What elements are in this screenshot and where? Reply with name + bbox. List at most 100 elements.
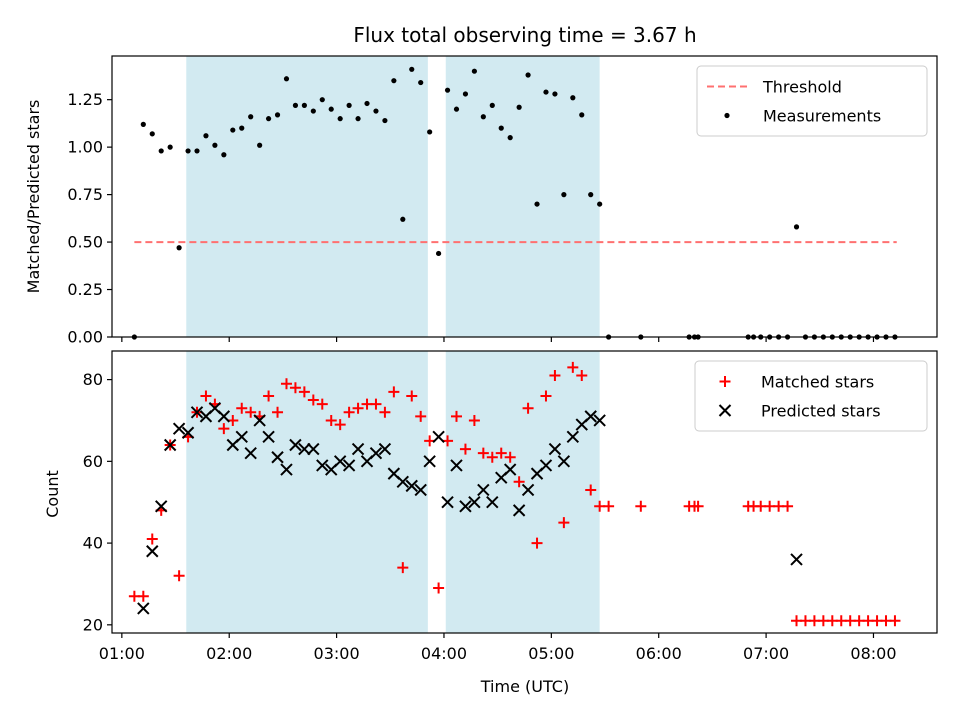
legend-label-matched-stars: Matched stars [761,373,874,392]
data-point [194,148,200,154]
data-point [292,102,299,108]
data-point [513,476,525,488]
data-point [558,517,570,529]
data-point [333,455,347,468]
axes-frame [111,350,938,634]
data-point [531,537,543,549]
x-tick-label: 01:00 [99,644,145,663]
legend: Threshold Measurements [696,65,928,137]
data-point [534,201,540,207]
data-point [289,382,301,394]
data-point [334,419,346,431]
data-point [248,114,254,120]
data-point [244,446,257,460]
x-tick-label: 06:00 [636,644,682,663]
data-point [567,361,579,373]
plot-panels: 0.00 0.25 0.50 0.75 1.00 1.25 Threshold Measure… [67,55,938,663]
data-point [486,451,498,463]
data-point [181,426,195,439]
panel-1: 0.00 0.25 0.50 0.75 1.00 1.25 Threshold Measure… [67,55,938,347]
data-point [468,496,481,509]
data-point [444,87,451,93]
data-point [585,484,597,496]
data-point [570,95,576,101]
data-point [433,582,445,594]
data-point [307,394,319,406]
data-point [272,406,284,418]
data-point [418,79,424,86]
y-tick-label: 0.25 [67,280,103,299]
data-point [271,451,284,464]
data-point [504,451,516,463]
data-point [525,72,531,78]
data-point [137,590,149,602]
data-point [236,402,248,414]
x-tick-label: 08:00 [850,644,896,663]
data-point [790,553,803,566]
data-point [263,390,275,402]
data-point [200,390,212,402]
data-point [146,533,158,545]
series-predicted-stars [137,402,803,615]
data-point [396,475,410,488]
data-point [364,100,370,107]
data-point [280,378,292,390]
x-tick-label: 02:00 [206,644,252,663]
data-point [486,496,499,509]
data-point [459,443,471,455]
data-point [146,545,159,558]
data-point [579,112,585,118]
panel-2: 20 40 60 80 01:00 02:00 03:00 04:00 05:00 06:00 07… [83,350,938,663]
data-point [516,104,522,110]
data-point [235,430,248,444]
data-point [782,500,794,512]
data-point [351,442,365,456]
shaded-region-2 [445,56,600,337]
data-point [283,76,290,82]
data-point [423,455,436,468]
data-point [540,390,552,402]
data-point [203,133,209,139]
data-point [346,102,352,108]
legend: Matched stars Predicted stars [694,360,928,432]
y-tick-label: 0.50 [67,233,103,252]
data-point [453,106,460,112]
y-tick-label: 80 [83,370,103,389]
x-tick-label: 07:00 [743,644,789,663]
data-point [257,142,263,148]
data-point [512,504,526,517]
x-tick-label: 05:00 [528,644,574,663]
x-tick-label: 03:00 [314,644,360,663]
data-point [409,66,415,72]
data-point [310,108,316,114]
data-point [391,78,397,84]
data-point [373,108,379,114]
data-point [280,463,293,476]
data-point [342,459,356,472]
legend-marker-predicted-stars [718,404,732,417]
data-point [468,414,480,426]
legend-label-threshold: Threshold [762,78,842,97]
y-tick-label: 0.00 [67,328,103,347]
data-point [176,245,182,251]
data-point [397,562,409,574]
shaded-region-1 [186,56,428,337]
data-point [307,442,320,456]
data-point [588,192,594,198]
series-measurements [131,66,898,340]
y-tick-label: 20 [83,615,103,634]
data-point [521,483,535,497]
data-point [382,117,388,124]
data-point [245,406,257,418]
data-point [316,398,328,410]
data-point [155,500,168,513]
shaded-region-1 [186,351,428,633]
data-point [172,422,186,435]
data-point [450,410,462,422]
legend-label-measurements: Measurements [763,107,881,126]
data-point [459,500,472,513]
y-tick-label: 1.25 [67,90,103,109]
data-point [495,447,507,459]
series-matched-stars [128,361,901,627]
